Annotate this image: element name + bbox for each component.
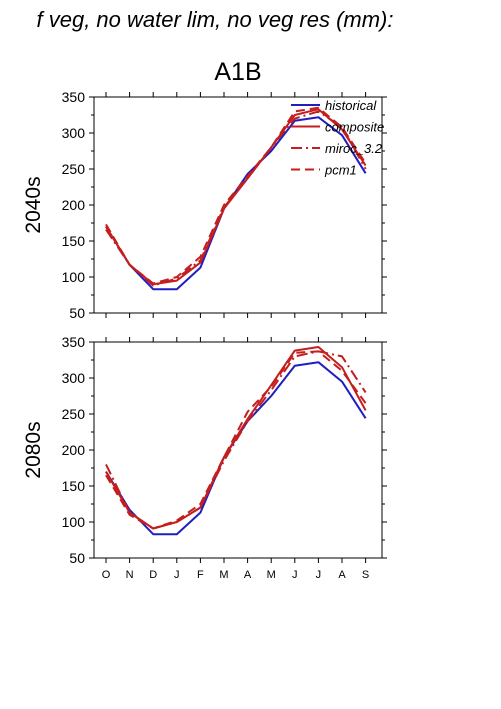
x-tick-label: M (267, 569, 276, 581)
panel-2040s: 50 100 150 200 250 300 350 2040s historical compo… (22, 89, 387, 321)
x-tick-label: S (362, 569, 369, 581)
y-tick-label: 250 (62, 161, 86, 177)
y-tick-label: 300 (62, 125, 86, 141)
series-line-historical (105, 116, 367, 291)
x-tick-label: D (149, 569, 157, 581)
y-tick-label: 150 (62, 478, 86, 494)
y-tick-label: 250 (62, 406, 86, 422)
y-tick-label: 50 (69, 305, 85, 321)
x-tick-label: J (316, 569, 322, 581)
y-tick-label: 200 (62, 197, 86, 213)
row-label: 2080s (22, 421, 45, 478)
legend-label: miroc_3.2 (325, 141, 383, 156)
x-tick-label: N (126, 569, 134, 581)
series-line-miroc-3-2 (105, 350, 367, 530)
x-tick-label: F (197, 569, 204, 581)
y-tick-label: 350 (62, 334, 86, 350)
panel-2080s: 50 100 150 200 250 300 350 O N D J F M A M J J A S 2080s (22, 334, 387, 581)
y-tick-label: 300 (62, 370, 86, 386)
y-tick-label: 100 (62, 269, 86, 285)
x-tick-label: A (338, 569, 346, 581)
series-line-composite (105, 346, 367, 530)
x-tick-label: O (102, 569, 111, 581)
legend-label: composite (325, 120, 384, 135)
y-tick-label: 350 (62, 89, 86, 105)
plot-frame (93, 341, 383, 559)
y-tick-label: 150 (62, 233, 86, 249)
series-line-composite (105, 108, 367, 286)
y-tick-label: 50 (69, 550, 85, 566)
series-line-pcm1 (105, 106, 367, 285)
figure-title: f veg, no water lim, no veg res (mm): (37, 7, 394, 32)
y-tick-label: 100 (62, 514, 86, 530)
x-tick-label: A (244, 569, 252, 581)
legend: historical composite miroc_3.2 pcm1 (291, 98, 384, 178)
y-tick-label: 200 (62, 442, 86, 458)
series-line-miroc-3-2 (105, 110, 367, 287)
panels: 50 100 150 200 250 300 350 2040s historical compo… (22, 89, 387, 581)
x-tick-label: J (174, 569, 180, 581)
legend-label: historical (325, 98, 377, 113)
legend-label: pcm1 (324, 163, 357, 178)
x-tick-label: M (219, 569, 228, 581)
series-line-historical (105, 361, 367, 536)
scenario-label: A1B (214, 58, 261, 86)
x-tick-label: J (292, 569, 298, 581)
row-label: 2040s (22, 176, 45, 233)
